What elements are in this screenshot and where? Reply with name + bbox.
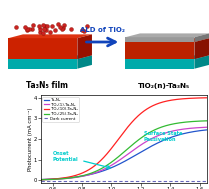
TiO₂(1)-Ta₃N₅	[40, 179, 42, 181]
Text: TiO₂(n)-Ta₃N₅: TiO₂(n)-Ta₃N₅	[138, 83, 190, 89]
Dark current	[105, 180, 108, 182]
TiO₂(25)-Ta₃N₅	[105, 164, 108, 167]
TiO₂(10)-Ta₃N₅	[160, 101, 163, 104]
Ta₃N₅	[206, 129, 208, 131]
Line: TiO₂(1)-Ta₃N₅: TiO₂(1)-Ta₃N₅	[41, 127, 207, 180]
TiO₂(25)-Ta₃N₅	[60, 178, 62, 180]
Dark current	[159, 180, 162, 182]
Dark current	[160, 180, 163, 182]
Dark current	[206, 180, 208, 182]
TiO₂(1)-Ta₃N₅	[160, 133, 163, 136]
TiO₂(25)-Ta₃N₅	[94, 171, 96, 173]
TiO₂(10)-Ta₃N₅	[159, 101, 162, 104]
TiO₂(1)-Ta₃N₅	[159, 133, 162, 136]
TiO₂(1)-Ta₃N₅	[60, 178, 62, 180]
Line: TiO₂(25)-Ta₃N₅: TiO₂(25)-Ta₃N₅	[41, 121, 207, 180]
Dark current	[60, 180, 62, 182]
TiO₂(10)-Ta₃N₅	[144, 109, 147, 111]
Polygon shape	[8, 38, 77, 59]
Polygon shape	[125, 37, 194, 42]
Polygon shape	[8, 34, 92, 38]
TiO₂(10)-Ta₃N₅	[105, 153, 108, 155]
Polygon shape	[194, 33, 209, 42]
Polygon shape	[125, 59, 194, 69]
Text: ALD of TiO₂: ALD of TiO₂	[80, 27, 125, 33]
Ta₃N₅	[40, 178, 42, 181]
Polygon shape	[8, 55, 92, 59]
Dark current	[94, 180, 96, 182]
TiO₂(10)-Ta₃N₅	[40, 179, 42, 181]
Polygon shape	[8, 59, 77, 69]
Polygon shape	[125, 42, 194, 59]
TiO₂(10)-Ta₃N₅	[60, 177, 62, 179]
TiO₂(25)-Ta₃N₅	[159, 126, 162, 129]
Ta₃N₅	[105, 169, 108, 171]
Polygon shape	[125, 33, 209, 37]
TiO₂(10)-Ta₃N₅	[94, 164, 96, 167]
TiO₂(25)-Ta₃N₅	[144, 134, 147, 136]
TiO₂(25)-Ta₃N₅	[206, 120, 208, 122]
Ta₃N₅	[60, 177, 62, 180]
TiO₂(1)-Ta₃N₅	[94, 172, 96, 174]
Polygon shape	[77, 34, 92, 59]
Ta₃N₅	[160, 140, 163, 142]
Polygon shape	[194, 55, 209, 69]
TiO₂(1)-Ta₃N₅	[105, 167, 108, 169]
Ta₃N₅	[144, 148, 147, 151]
Polygon shape	[77, 55, 92, 69]
Line: Ta₃N₅: Ta₃N₅	[41, 130, 207, 180]
Y-axis label: Photocurrent (mA cm⁻²): Photocurrent (mA cm⁻²)	[28, 108, 33, 171]
Text: Surface State
Passivation: Surface State Passivation	[144, 131, 182, 142]
Dark current	[144, 180, 147, 182]
Text: Onset
Potential: Onset Potential	[52, 151, 110, 169]
TiO₂(1)-Ta₃N₅	[144, 141, 147, 143]
Polygon shape	[194, 38, 209, 59]
Ta₃N₅	[159, 140, 162, 143]
TiO₂(25)-Ta₃N₅	[160, 126, 163, 128]
Text: Ta₃N₅ film: Ta₃N₅ film	[26, 81, 68, 90]
TiO₂(25)-Ta₃N₅	[40, 179, 42, 181]
Dark current	[40, 180, 42, 182]
Legend: Ta₃N₅, TiO₂(1)-Ta₃N₅, TiO₂(10)-Ta₃N₅, TiO₂(25)-Ta₃N₅, Dark current: Ta₃N₅, TiO₂(1)-Ta₃N₅, TiO₂(10)-Ta₃N₅, Ti…	[42, 97, 79, 122]
Line: TiO₂(10)-Ta₃N₅: TiO₂(10)-Ta₃N₅	[41, 98, 207, 180]
Polygon shape	[125, 55, 209, 59]
Polygon shape	[125, 38, 209, 42]
TiO₂(10)-Ta₃N₅	[206, 97, 208, 99]
Ta₃N₅	[94, 172, 96, 174]
TiO₂(1)-Ta₃N₅	[206, 126, 208, 128]
